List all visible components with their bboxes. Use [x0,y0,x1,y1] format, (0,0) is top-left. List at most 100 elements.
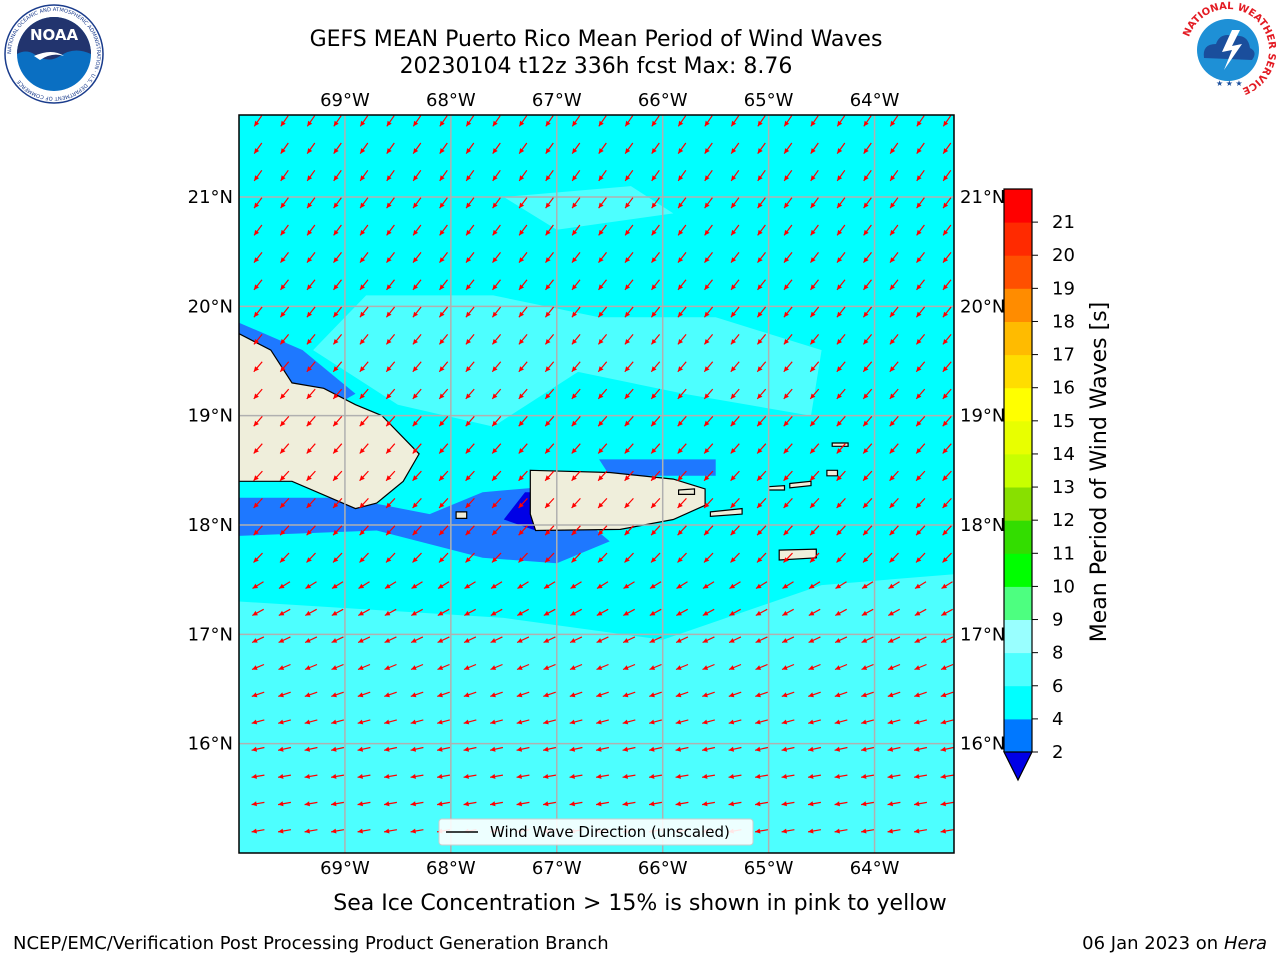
wave-direction-arrowhead [861,692,867,698]
colorbar-tick-label: 4 [1052,709,1063,730]
wave-direction-arrowhead [624,366,630,372]
wave-direction-arrowhead [598,393,604,399]
wave-direction-arrowhead [836,311,842,318]
wave-direction-arrowhead [702,610,709,616]
wave-direction-arrowhead [704,311,710,318]
wave-direction-arrowhead [410,801,416,807]
wave-direction-arrowhead [781,719,788,725]
wave-direction-arrowhead [757,148,763,154]
wave-direction-arrowhead [943,257,949,263]
wave-direction-arrowhead [439,229,445,236]
wave-direction-arrowhead [651,448,657,454]
wave-direction-arrowhead [386,529,392,536]
wave-direction-arrowhead [757,502,763,508]
wave-direction-arrowhead [890,257,896,263]
wave-direction-arrowhead [492,502,498,508]
wave-direction-arrowhead [834,719,841,725]
wave-direction-arrowhead [307,148,313,154]
wave-direction-arrowhead [304,692,311,698]
colorbar-frame [1003,188,1033,752]
wave-direction-arrowhead [889,393,895,399]
wave-direction-arrowhead [332,583,338,589]
wave-direction-arrowhead [649,746,655,752]
lon-tick-label-bottom: 68°W [426,858,476,879]
wave-direction-arrowhead [465,529,471,536]
wave-direction-arrowhead [916,257,922,263]
colorbar-tick-label: 15 [1052,411,1075,432]
wave-direction-arrowhead [757,366,763,372]
vieques-island [709,507,743,517]
wave-direction-arrowhead [598,529,604,536]
wave-direction-arrowhead [598,420,604,427]
wave-direction-arrowhead [306,448,312,454]
wave-direction-arrowhead [490,665,497,670]
wave-direction-arrowhead [519,120,525,127]
wave-direction-arrowhead [729,665,735,670]
wave-direction-arrowhead [677,393,683,399]
wave-direction-arrowhead [914,774,920,779]
wave-direction-arrowhead [861,638,868,643]
wave-direction-arrowhead [810,175,816,181]
wave-direction-arrowhead [254,229,260,236]
wave-direction-arrowhead [755,801,761,807]
wave-direction-arrowhead [651,175,657,181]
wave-direction-arrowhead [835,665,841,670]
colorbar-segment [1004,652,1032,687]
wave-direction-arrowhead [622,692,629,698]
wave-direction-arrowhead [730,557,736,563]
wave-direction-arrowhead [357,719,364,725]
wave-direction-arrowhead [333,420,339,427]
wave-direction-arrowhead [305,583,312,589]
wave-direction-arrowhead [384,801,390,807]
wave-direction-arrowhead [490,692,496,698]
wave-direction-arrowhead [861,746,867,752]
lon-tick-label-bottom: 66°W [638,858,688,879]
wave-direction-arrowhead [518,393,524,399]
wave-direction-arrowhead [437,746,443,752]
wave-direction-arrowhead [943,202,949,209]
wave-direction-arrowhead [413,229,419,236]
wave-direction-arrowhead [410,719,417,725]
wave-direction-arrowhead [413,257,419,263]
wave-direction-arrowhead [678,257,684,263]
wave-direction-arrowhead [837,202,843,209]
wave-direction-arrowhead [861,610,868,616]
wave-direction-arrowhead [307,229,313,236]
wave-direction-arrowhead [810,366,816,372]
wave-direction-arrowhead [519,257,525,263]
wave-direction-arrowhead [942,557,948,563]
wave-direction-arrowhead [598,284,604,290]
wave-direction-arrowhead [757,257,763,263]
lat-tick-label-left: 21°N [188,187,233,208]
wave-direction-arrowhead [278,828,284,834]
wave-direction-arrowhead [516,719,523,725]
wave-direction-arrowhead [810,557,816,563]
wave-direction-arrowhead [651,229,657,236]
wave-direction-arrowhead [598,148,604,154]
wave-direction-arrowhead [887,719,894,725]
wave-direction-arrowhead [386,284,392,290]
wave-direction-arrowhead [518,448,524,454]
wave-direction-arrowhead [359,420,365,427]
wave-direction-arrowhead [359,502,365,508]
wave-direction-arrowhead [889,502,895,508]
wave-direction-arrowhead [306,311,312,318]
wave-direction-arrowhead [678,148,684,154]
wave-direction-arrowhead [889,475,895,481]
wave-direction-arrowhead [888,583,895,589]
wave-direction-arrowhead [333,366,339,372]
wave-direction-arrowhead [571,475,577,481]
wave-direction-arrowhead [516,746,523,752]
wave-direction-arrowhead [360,175,366,181]
wave-direction-arrowhead [755,638,762,643]
wave-direction-arrowhead [649,719,655,725]
wave-direction-arrowhead [492,475,498,481]
wave-direction-arrowhead [863,448,869,454]
wave-direction-arrowhead [571,366,577,372]
wave-direction-arrowhead [278,692,284,698]
wave-direction-arrowhead [572,284,577,290]
wave-direction-arrowhead [492,284,498,290]
wave-direction-arrowhead [517,665,523,670]
wave-direction-arrowhead [280,448,286,454]
wave-direction-arrowhead [887,692,894,698]
